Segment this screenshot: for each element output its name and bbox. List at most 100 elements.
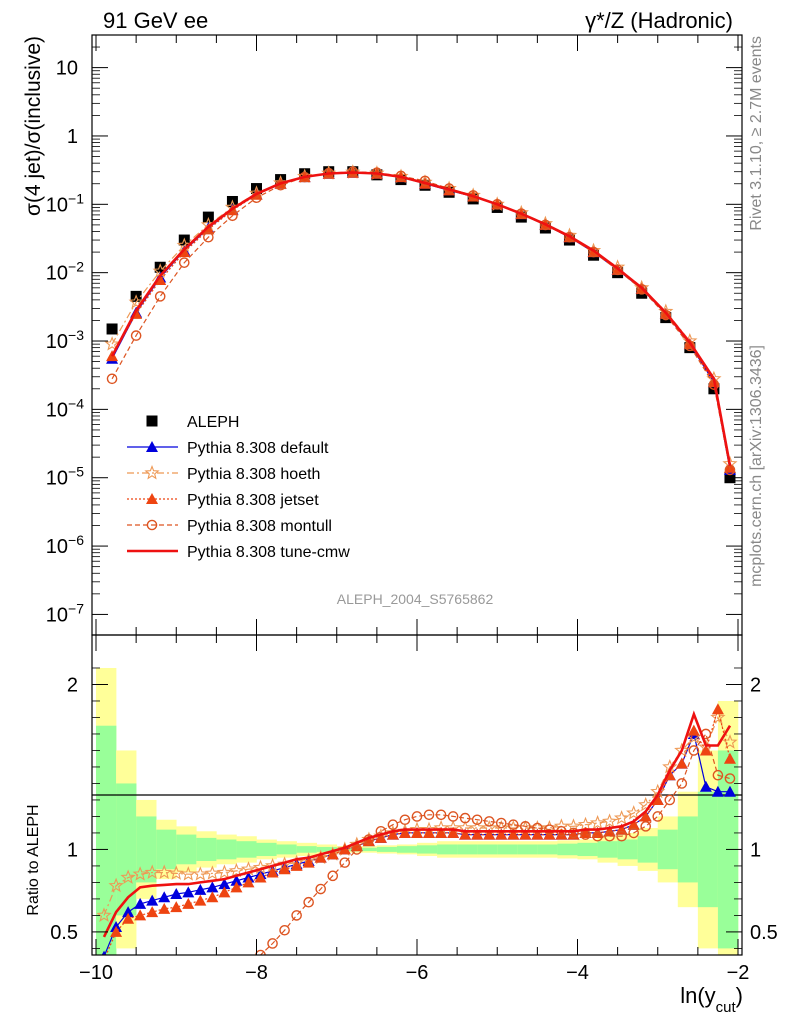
y-tick-base: 10 — [46, 331, 68, 353]
data-point — [636, 284, 647, 295]
ratio-point — [170, 901, 183, 913]
data-point — [516, 208, 527, 219]
uncertainty-band-inner — [617, 839, 638, 860]
y-tick-exponent: −3 — [68, 327, 84, 343]
legend-marker — [146, 519, 158, 531]
legend-marker — [146, 415, 158, 427]
ratio-point — [110, 925, 123, 937]
ratio-point — [134, 897, 147, 909]
uncertainty-band-inner — [396, 846, 418, 853]
ratio-y-tick-label-right: 1 — [750, 839, 761, 861]
uncertainty-band-inner — [276, 844, 297, 855]
ratio-point — [638, 796, 654, 812]
ratio-point — [158, 891, 171, 903]
ratio-point — [651, 793, 664, 805]
uncertainty-band-inner — [196, 837, 217, 861]
ratio-point — [592, 830, 603, 842]
ratio-point — [555, 828, 568, 840]
ratio-y-tick-label-right: 0.5 — [750, 922, 778, 944]
ratio-point — [194, 883, 207, 895]
legend-label: Pythia 8.308 tune-cmw — [187, 544, 350, 561]
ratio-point — [699, 744, 712, 756]
legend-entry-pythia-8-308-montull: Pythia 8.308 montull — [127, 518, 332, 535]
legend-label: Pythia 8.308 default — [187, 440, 329, 457]
data-point — [202, 223, 215, 235]
header-left-title: 91 GeV ee — [103, 8, 208, 33]
y-tick-base: 10 — [46, 468, 68, 490]
data-point — [540, 219, 551, 231]
ratio-point — [242, 876, 255, 888]
ratio-point — [146, 894, 159, 906]
y-tick-base: 10 — [46, 194, 68, 216]
ratio-point — [712, 769, 724, 781]
ratio-point — [519, 828, 532, 840]
y-tick-exponent: −5 — [68, 464, 84, 480]
legend-marker — [144, 464, 160, 480]
data-point — [154, 261, 166, 273]
ratio-point — [156, 864, 172, 880]
y-tick-label: 10−7 — [46, 600, 84, 626]
uncertainty-band-inner — [216, 839, 237, 860]
y-tick-label: 10 — [56, 58, 78, 80]
legend-entry-pythia-8-308-hoeth: Pythia 8.308 hoeth — [127, 464, 320, 483]
ratio-point — [447, 826, 460, 838]
x-tick-label: −2 — [727, 962, 750, 984]
x-tick-label: −8 — [245, 962, 268, 984]
uncertainty-band-inner — [376, 846, 398, 852]
ratio-point — [724, 773, 736, 784]
ratio-point — [279, 924, 290, 936]
uncertainty-band-inner — [637, 836, 659, 863]
ratio-series-pythia-8-308-tune-cmw — [102, 710, 732, 938]
uncertainty-band-inner — [657, 829, 679, 870]
y-tick-label: 10−1 — [46, 190, 84, 216]
ratio-point — [604, 830, 615, 842]
ratio-point — [711, 785, 724, 797]
ratio-point — [327, 870, 339, 882]
ratio-point — [182, 897, 195, 909]
ratio-point — [122, 906, 135, 918]
data-point — [154, 291, 166, 302]
legend-entry-pythia-8-308-tune-cmw: Pythia 8.308 tune-cmw — [127, 544, 350, 561]
ratio-point — [568, 827, 579, 839]
ratio-point — [204, 865, 221, 880]
ratio-point — [290, 859, 303, 871]
legend-label: Pythia 8.308 montull — [187, 518, 332, 535]
uncertainty-band-inner — [457, 844, 478, 855]
y-tick-label: 10−6 — [46, 532, 84, 558]
ratio-point — [314, 851, 327, 863]
series-line — [110, 171, 732, 466]
uncertainty-band-inner — [296, 846, 317, 853]
ratio-point — [616, 830, 627, 842]
data-point — [564, 231, 575, 243]
ratio-point — [471, 828, 484, 840]
ratio-point — [711, 703, 724, 715]
ratio-plot-frame — [91, 634, 743, 956]
legend-marker — [146, 441, 158, 452]
ratio-point — [146, 906, 159, 918]
uncertainty-band-inner — [497, 844, 518, 855]
legend-label: Pythia 8.308 hoeth — [187, 466, 320, 483]
ratio-point — [423, 826, 436, 838]
y-tick-base: 10 — [46, 263, 68, 285]
ratio-series-pythia-8-308-montull — [255, 728, 736, 955]
ratio-point — [386, 828, 399, 840]
legend-entry-pythia-8-308-default: Pythia 8.308 default — [127, 440, 329, 457]
uncertainty-band-inner — [116, 783, 137, 916]
uncertainty-band-inner — [477, 844, 498, 855]
data-point — [227, 210, 238, 222]
analysis-id-label: ALEPH_2004_S5765862 — [337, 591, 494, 607]
x-tick-label: −10 — [79, 962, 113, 984]
ratio-point — [601, 813, 618, 828]
ratio-point — [326, 848, 339, 860]
ratio-point — [626, 805, 642, 820]
data-point — [104, 336, 120, 351]
ratio-point — [218, 878, 231, 890]
ratio-point — [447, 811, 459, 822]
data-point — [130, 330, 142, 341]
uncertainty-band-inner — [577, 842, 598, 857]
ratio-point — [351, 844, 363, 855]
ratio-point — [206, 881, 219, 893]
ratio-point — [688, 745, 700, 756]
